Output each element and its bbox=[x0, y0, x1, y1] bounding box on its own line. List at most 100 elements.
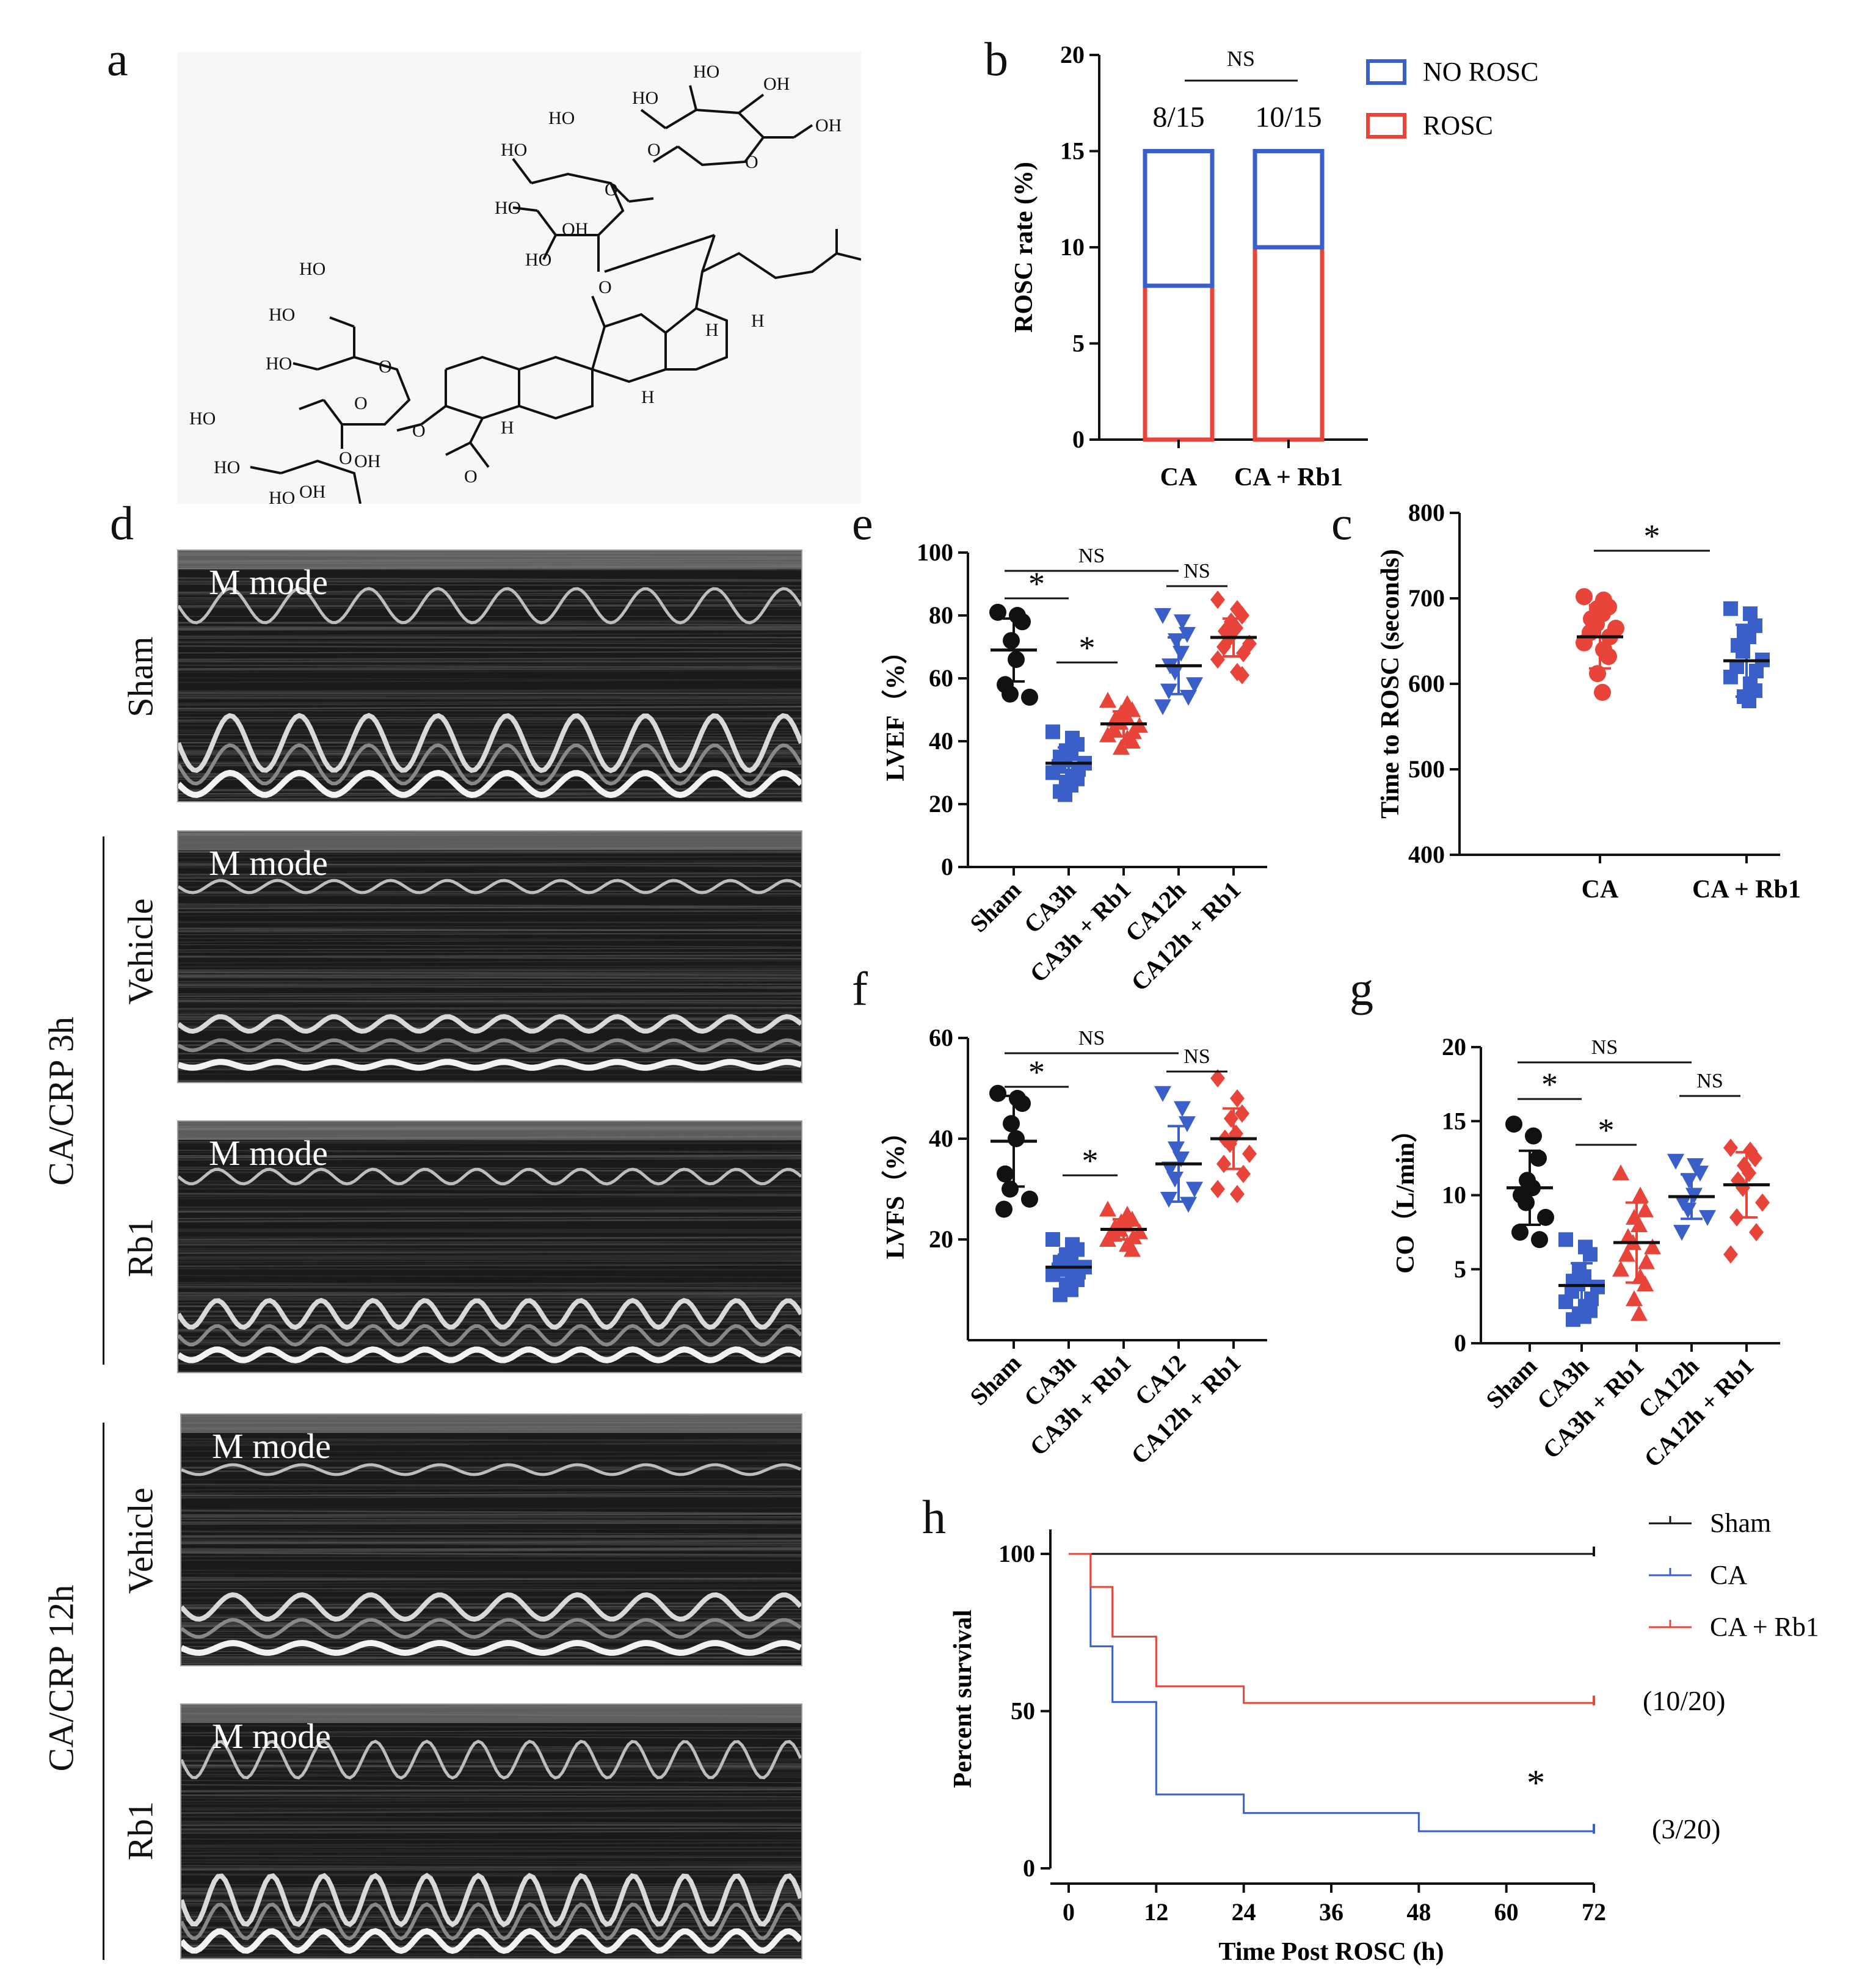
mmode-speckle bbox=[178, 707, 801, 709]
mmode-speckle bbox=[178, 878, 801, 881]
data-point bbox=[997, 1165, 1014, 1183]
atom-label: H bbox=[501, 418, 514, 438]
mmode-speckle bbox=[178, 1268, 801, 1271]
data-point bbox=[1755, 1193, 1770, 1212]
mmode-speckle bbox=[178, 1257, 801, 1260]
mmode-speckle bbox=[181, 1910, 801, 1914]
mmode-speckle bbox=[178, 1306, 801, 1309]
mmode-speckle bbox=[178, 1192, 801, 1197]
mmode-speckle bbox=[178, 1243, 801, 1246]
mmode-speckle bbox=[181, 1764, 801, 1768]
data-point bbox=[1576, 588, 1593, 606]
mmode-speckle bbox=[178, 657, 801, 661]
mmode-speckle bbox=[181, 1580, 801, 1585]
y-tick-label: 100 bbox=[917, 539, 953, 566]
data-point bbox=[1518, 1194, 1535, 1211]
mmode-speckle bbox=[181, 1459, 801, 1462]
mmode-speckle bbox=[181, 1622, 801, 1626]
mmode-speckle bbox=[181, 1872, 801, 1875]
mmode-speckle bbox=[178, 924, 801, 929]
survival-end-label: (3/20) bbox=[1652, 1813, 1720, 1845]
mmode-speckle bbox=[178, 1139, 801, 1142]
mmode-speckle bbox=[178, 791, 801, 794]
panel-label-e: e bbox=[852, 496, 873, 550]
mmode-speckle bbox=[178, 944, 801, 948]
data-point bbox=[1505, 1116, 1522, 1133]
mmode-wall-trace bbox=[178, 769, 801, 799]
mmode-wall-trace bbox=[181, 1740, 801, 1780]
mmode-wall-trace bbox=[178, 1014, 801, 1034]
mmode-speckle bbox=[181, 1772, 801, 1775]
mmode-speckle bbox=[178, 640, 801, 642]
panel-label-f: f bbox=[852, 962, 868, 1015]
mmode-speckle bbox=[178, 666, 801, 670]
mmode-wall-trace bbox=[181, 1639, 801, 1656]
data-point bbox=[1525, 1127, 1542, 1145]
mmode-speckle bbox=[178, 1142, 801, 1144]
data-point bbox=[1160, 683, 1177, 700]
data-point bbox=[1667, 1153, 1684, 1170]
mmode-speckle bbox=[178, 1179, 801, 1182]
mmode-speckle bbox=[181, 1555, 801, 1558]
mmode-speckle bbox=[178, 992, 801, 995]
data-point bbox=[1537, 1208, 1554, 1226]
group-label-12h: CA/CRP 12h bbox=[41, 1584, 81, 1772]
mmode-speckle bbox=[181, 1885, 801, 1889]
data-point bbox=[1124, 1241, 1141, 1257]
bar-no-rosc bbox=[1252, 149, 1325, 250]
data-point bbox=[1124, 733, 1141, 749]
data-point bbox=[1172, 1152, 1190, 1167]
atom-label: O bbox=[647, 140, 661, 160]
y-tick-label: 5 bbox=[1072, 330, 1085, 357]
atom-label: O bbox=[412, 421, 426, 441]
mmode-speckle bbox=[178, 1158, 801, 1161]
mmode-speckle bbox=[181, 1454, 801, 1459]
mmode-wall-trace bbox=[178, 587, 801, 625]
y-tick-label: 10 bbox=[1442, 1181, 1466, 1209]
mmode-speckle bbox=[178, 727, 801, 731]
mmode-speckle bbox=[181, 1945, 801, 1950]
mmode-speckle bbox=[181, 1509, 801, 1515]
mmode-speckle bbox=[178, 1230, 801, 1233]
atom-label: O bbox=[605, 180, 618, 200]
mmode-wall-trace bbox=[181, 1617, 801, 1639]
mmode-speckle bbox=[178, 1195, 801, 1200]
panel-label-d: d bbox=[110, 496, 134, 550]
data-point bbox=[1058, 787, 1072, 802]
mmode-speckle bbox=[178, 600, 801, 603]
significance-label: NS bbox=[1183, 1045, 1210, 1068]
mmode-speckle bbox=[178, 592, 801, 595]
mmode-speckle bbox=[178, 913, 801, 916]
row-label-12h-vehicle: Vehicle bbox=[120, 1487, 161, 1594]
mmode-speckle bbox=[181, 1774, 801, 1778]
data-point bbox=[1230, 1089, 1245, 1108]
mmode-speckle bbox=[181, 1766, 801, 1769]
data-point bbox=[1723, 669, 1738, 684]
mmode-label: M mode bbox=[209, 562, 328, 602]
data-point bbox=[1179, 626, 1196, 643]
mmode-speckle bbox=[181, 1732, 801, 1736]
mmode-speckle bbox=[181, 1747, 801, 1751]
significance-label: NS bbox=[1227, 46, 1255, 71]
mmode-top-band bbox=[181, 1705, 801, 1723]
mmode-speckle bbox=[178, 1056, 801, 1061]
mmode-speckle bbox=[178, 1208, 801, 1211]
group-bracket-3h bbox=[103, 836, 104, 1365]
data-point bbox=[1631, 1305, 1648, 1321]
mmode-speckle bbox=[181, 1859, 801, 1863]
mmode-speckle bbox=[178, 664, 801, 666]
mmode-speckle bbox=[181, 1552, 801, 1555]
mmode-speckle bbox=[178, 668, 801, 670]
mmode-speckle bbox=[181, 1577, 801, 1581]
mmode-image-12h-vehicle: M mode bbox=[180, 1413, 802, 1666]
atom-label: HO bbox=[269, 305, 295, 325]
mmode-image-sham: M mode bbox=[177, 550, 802, 802]
x-tick-label: CA bbox=[1582, 876, 1619, 904]
significance-label: * bbox=[1541, 1066, 1558, 1103]
mmode-speckle bbox=[181, 1846, 801, 1848]
mmode-speckle bbox=[181, 1763, 801, 1768]
data-point bbox=[1673, 1225, 1690, 1241]
mmode-speckle bbox=[178, 750, 801, 753]
mmode-wall-trace bbox=[178, 1324, 801, 1347]
